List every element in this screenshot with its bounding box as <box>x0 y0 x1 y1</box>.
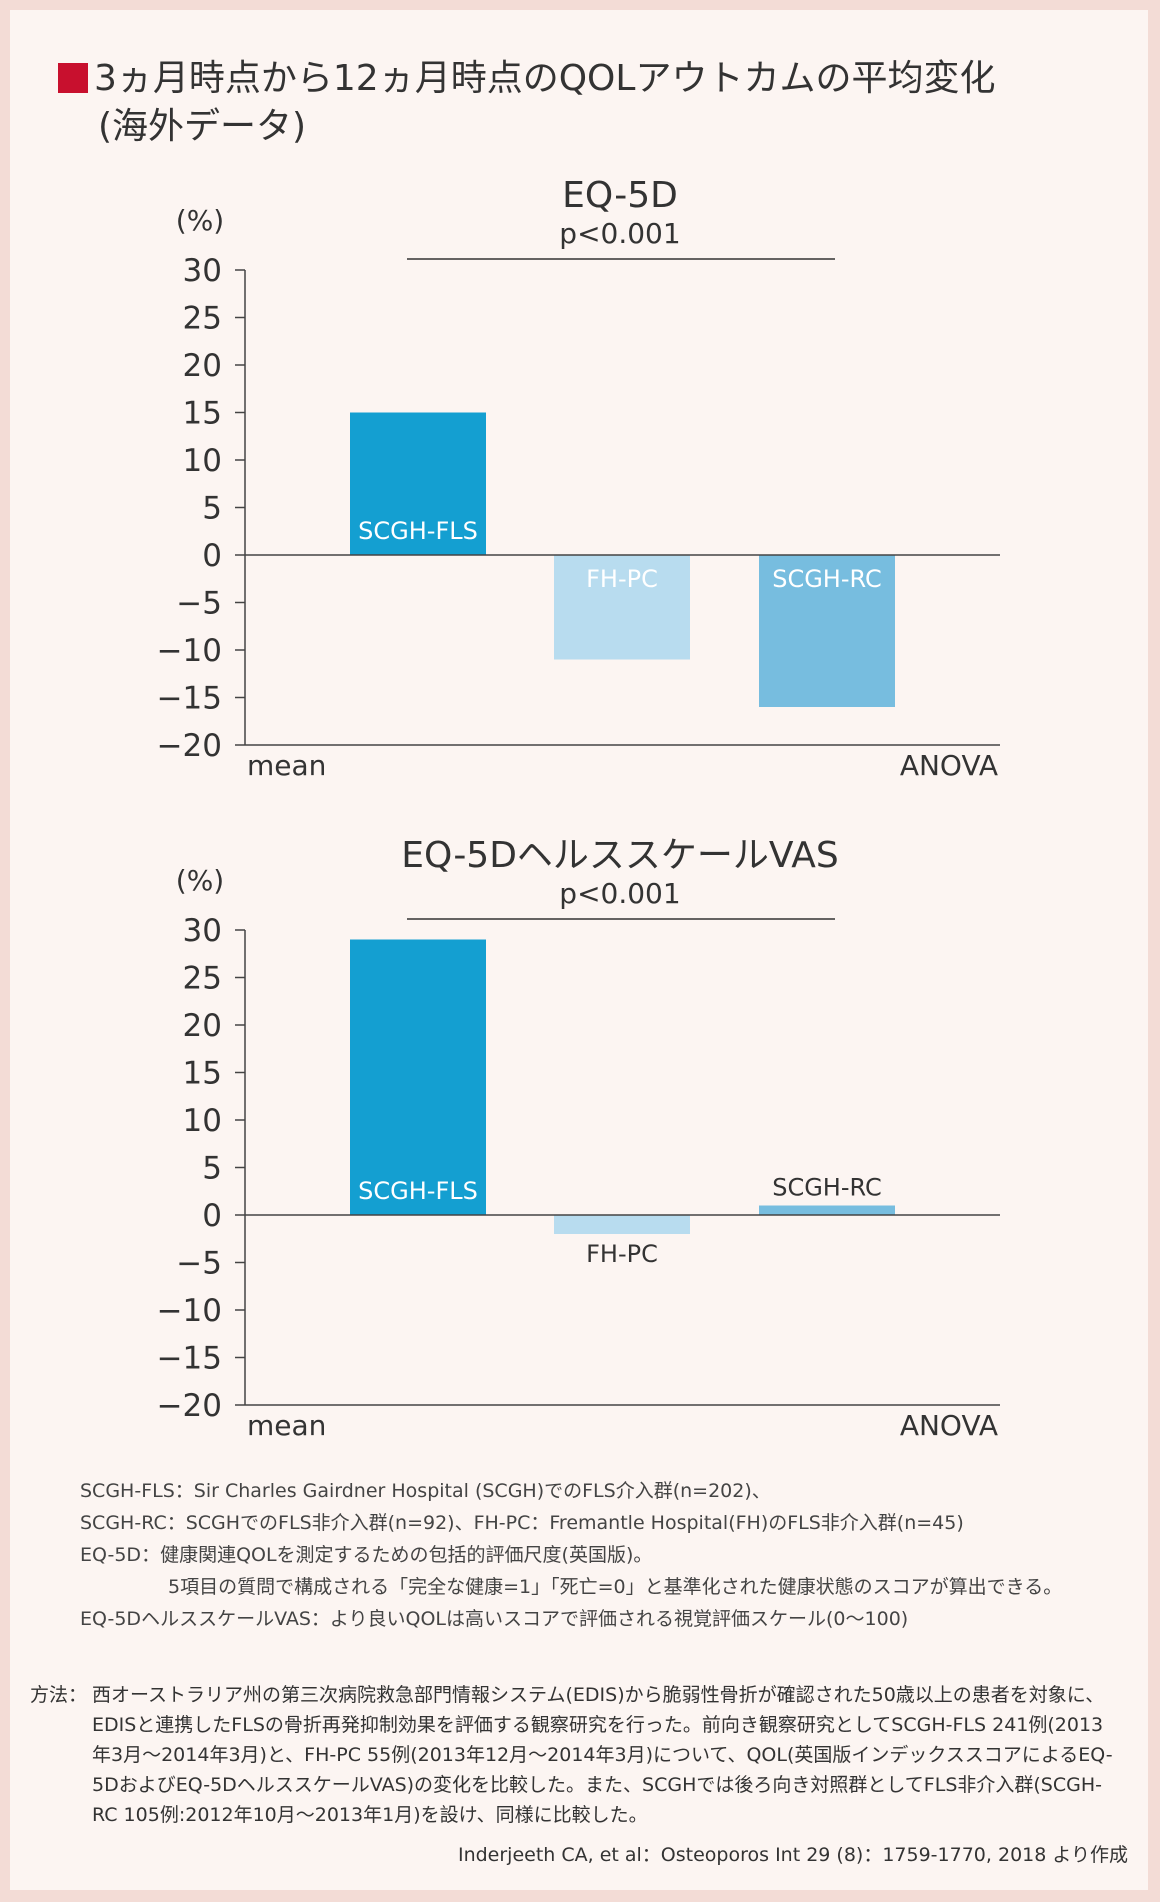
bar-fh-pc <box>554 1215 690 1234</box>
heading-marker-icon <box>58 63 88 93</box>
y-tick-label: −20 <box>157 728 222 764</box>
chart-title: EQ-5D <box>562 175 678 216</box>
bar-scgh-fls <box>350 939 486 1215</box>
source-citation: Inderjeeth CA, et al：Osteoporos Int 29 (… <box>457 1844 1128 1866</box>
bar-scgh-rc <box>759 555 895 707</box>
y-tick-label: −10 <box>157 1293 222 1329</box>
y-tick-label: 30 <box>183 913 222 949</box>
method-label: 方法： <box>30 1684 88 1706</box>
y-tick-label: 5 <box>202 1151 222 1187</box>
y-tick-label: 10 <box>183 443 222 479</box>
chart-title: EQ-5DヘルススケールVAS <box>401 835 839 876</box>
y-axis-unit: (%) <box>176 864 224 897</box>
y-tick-label: −20 <box>157 1388 222 1424</box>
x-axis-label-mean: mean <box>247 1409 326 1442</box>
note-line: EQ-5DヘルススケールVAS：より良いQOLは高いスコアで評価される視覚評価ス… <box>80 1608 909 1630</box>
definitions: SCGH-FLS：Sir Charles Gairdner Hospital (… <box>80 1475 1062 1635</box>
bar-label: FH-PC <box>586 565 658 593</box>
y-tick-label: 10 <box>183 1103 222 1139</box>
y-tick-label: 30 <box>183 253 222 289</box>
y-tick-label: 0 <box>202 538 222 574</box>
figure-heading: 3ヵ月時点から12ヵ月時点のQOLアウトカムの平均変化 (海外データ) <box>58 55 995 151</box>
method-text: 西オーストラリア州の第三次病院救急部門情報システム(EDIS)から脆弱性骨折が確… <box>92 1684 1113 1826</box>
y-tick-label: 15 <box>183 396 222 432</box>
y-tick-label: 15 <box>183 1056 222 1092</box>
figure-panel <box>10 10 1148 1890</box>
chart-pvalue: p<0.001 <box>559 217 680 250</box>
note-line: 5項目の質問で構成される「完全な健康=1」「死亡=0」と基準化された健康状態のス… <box>168 1576 1063 1598</box>
y-tick-label: 5 <box>202 491 222 527</box>
y-axis-unit: (%) <box>176 204 224 237</box>
x-axis-label-mean: mean <box>247 749 326 782</box>
bar-scgh-fls <box>350 412 486 555</box>
y-tick-label: 0 <box>202 1198 222 1234</box>
y-tick-label: 20 <box>183 348 222 384</box>
note-line: SCGH-FLS：Sir Charles Gairdner Hospital (… <box>80 1480 771 1502</box>
y-tick-label: −10 <box>157 633 222 669</box>
bar-label: SCGH-FLS <box>358 1177 478 1205</box>
bar-label: SCGH-RC <box>772 1174 882 1202</box>
y-tick-label: 20 <box>183 1008 222 1044</box>
y-tick-label: 25 <box>183 301 222 337</box>
note-line: EQ-5D：健康関連QOLを測定するための包括的評価尺度(英国版)。 <box>80 1544 653 1566</box>
note-line: SCGH-RC：SCGHでのFLS非介入群(n=92)、FH-PC：Freman… <box>80 1512 964 1534</box>
bar-label: SCGH-RC <box>772 565 882 593</box>
method-section: 方法： 西オーストラリア州の第三次病院救急部門情報システム(EDIS)から脆弱性… <box>30 1680 1120 1830</box>
bar-label: FH-PC <box>586 1240 658 1268</box>
heading-line2: (海外データ) <box>98 106 307 147</box>
bar-fh-pc <box>554 555 690 660</box>
chart-eq5d: EQ-5Dp<0.001 (%) 30 25 20 15 10 5 0 −5 −10 −15 −20 SC… <box>157 175 1000 782</box>
y-tick-label: −15 <box>157 1341 222 1377</box>
y-tick-label: −5 <box>176 586 222 622</box>
x-axis-label-anova: ANOVA <box>900 749 998 782</box>
heading-line1: 3ヵ月時点から12ヵ月時点のQOLアウトカムの平均変化 <box>94 58 996 99</box>
bar-label: SCGH-FLS <box>358 517 478 545</box>
chart-pvalue: p<0.001 <box>559 877 680 910</box>
x-axis-label-anova: ANOVA <box>900 1409 998 1442</box>
y-tick-label: −15 <box>157 681 222 717</box>
y-tick-label: 25 <box>183 961 222 997</box>
y-tick-label: −5 <box>176 1246 222 1282</box>
bar-scgh-rc <box>759 1205 895 1215</box>
